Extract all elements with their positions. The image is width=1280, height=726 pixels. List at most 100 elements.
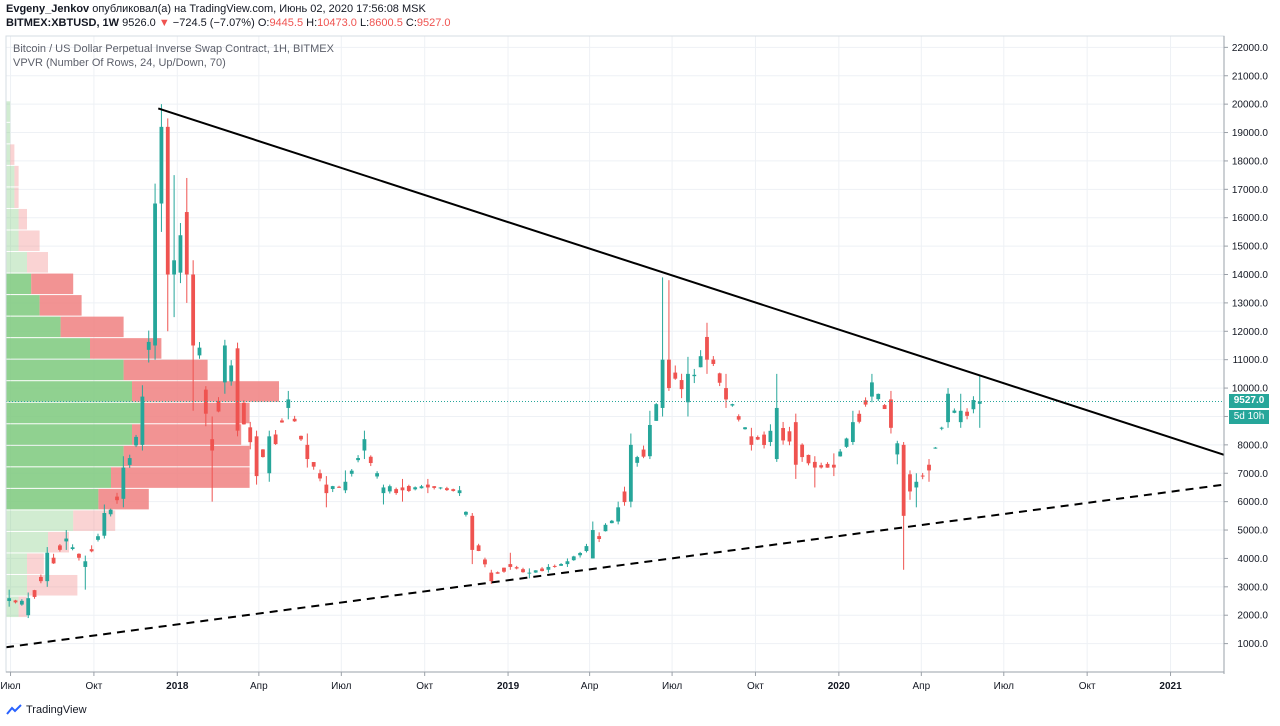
candle-body — [559, 563, 563, 566]
y-tick-label: 21000.0 — [1232, 71, 1269, 82]
candle-body — [514, 567, 519, 569]
y-tick-label: 4000.0 — [1237, 554, 1268, 565]
vp-row-up — [6, 381, 132, 402]
candle-body — [400, 487, 405, 491]
vp-row-up — [6, 273, 32, 295]
candle-body — [457, 490, 462, 494]
candle-body — [146, 341, 151, 350]
candle-body — [762, 434, 766, 445]
candle-body — [108, 509, 113, 515]
candle-body — [191, 274, 196, 346]
vp-row-up — [6, 252, 27, 273]
open-label: O: — [257, 17, 270, 29]
y-tick-label: 17000.0 — [1232, 185, 1269, 196]
x-tick-label: Апр — [912, 681, 930, 692]
candle-body — [451, 489, 456, 491]
candle-body — [787, 431, 792, 442]
candle-body — [952, 410, 957, 413]
candle-body — [178, 235, 183, 273]
y-tick-label: 13000.0 — [1232, 298, 1269, 309]
change-value: −724.5 (−7.07%) — [172, 17, 255, 29]
bar-countdown-tag: 5d 10h — [1229, 410, 1269, 424]
vp-row-up — [6, 316, 61, 338]
candle-body — [870, 382, 874, 397]
vp-row-down — [18, 596, 27, 618]
candle-body — [812, 461, 817, 468]
candle-body — [914, 481, 919, 488]
candle-body — [476, 545, 481, 552]
candle-body — [920, 475, 925, 477]
candle-body — [508, 564, 513, 567]
candle-body — [83, 561, 88, 567]
candle-body — [679, 380, 684, 390]
candle-body — [235, 348, 240, 431]
candle-body — [616, 507, 621, 522]
published-text: опубликовал(а) на TradingView.com, Июнь … — [92, 3, 426, 15]
candle-body — [609, 520, 614, 524]
candle-body — [89, 549, 94, 552]
trendlines[interactable] — [5, 107, 1225, 649]
candle-body — [958, 410, 963, 423]
x-tick-label: Июл — [662, 681, 682, 692]
candle-body — [939, 427, 944, 429]
candle-body — [387, 486, 392, 492]
candle-body — [965, 411, 969, 416]
candle-body — [749, 436, 754, 445]
candle-body — [77, 553, 81, 558]
candle-body — [96, 536, 100, 540]
candle-body — [362, 439, 367, 451]
candle-body — [844, 438, 849, 447]
candle-body — [286, 399, 291, 408]
vp-row-down — [27, 252, 48, 273]
vp-row-up — [6, 230, 19, 252]
candle-body — [603, 524, 608, 532]
vp-row-down — [90, 338, 162, 359]
footer-branding[interactable]: TradingView — [6, 704, 87, 716]
candle-body — [406, 485, 411, 491]
candle-body — [32, 590, 37, 597]
vp-row-down — [18, 208, 27, 230]
vp-row-down — [111, 467, 250, 488]
symbol-label: BITMEX:XBTUSD, 1W — [6, 17, 120, 29]
candle-body — [134, 436, 138, 446]
candle-body — [628, 444, 633, 502]
candle-body — [527, 572, 532, 574]
candle-body — [774, 407, 779, 460]
candle-body — [533, 570, 538, 573]
vp-row-up — [6, 424, 132, 445]
candle-body — [705, 336, 709, 360]
tradingview-logo-icon — [6, 704, 22, 716]
candle-body — [889, 399, 893, 428]
candle-body — [578, 552, 583, 556]
y-tick-label: 16000.0 — [1232, 213, 1269, 224]
vp-row-down — [48, 531, 69, 553]
vp-row-up — [6, 187, 15, 208]
x-tick-label: 2020 — [828, 681, 851, 692]
candle-body — [241, 402, 246, 425]
x-tick-label: Окт — [747, 681, 764, 692]
vp-row-down — [31, 273, 74, 295]
open-value: 9445.5 — [269, 17, 304, 29]
close-value: 9527.0 — [416, 17, 451, 29]
vp-row-down — [123, 359, 208, 381]
chart-axes: 1000.0 2000.0 3000.0 4000.0 5000.0 6000.0 7000… — [0, 35, 1269, 692]
vp-row-down — [140, 402, 250, 424]
candle-body — [444, 488, 449, 491]
candle-body — [311, 462, 316, 467]
candle-body — [743, 427, 747, 430]
x-tick-label: Июл — [331, 681, 351, 692]
y-tick-label: 1000.0 — [1237, 639, 1268, 650]
x-tick-label: Июл — [0, 681, 20, 692]
author-name[interactable]: Evgeny_Jenkov — [6, 3, 90, 15]
candle-body — [622, 491, 627, 503]
y-tick-label: 2000.0 — [1237, 611, 1268, 622]
candle-body — [831, 464, 836, 468]
vp-row-down — [132, 424, 242, 445]
indicator-label[interactable]: VPVR (Number Of Rows, 24, Up/Down, 70) — [13, 57, 226, 69]
candle-body — [724, 388, 728, 400]
last-price-tag: 9527.0 — [1229, 394, 1269, 408]
candle-body — [425, 484, 430, 488]
candle-body — [495, 572, 500, 574]
candle-body — [64, 538, 69, 542]
